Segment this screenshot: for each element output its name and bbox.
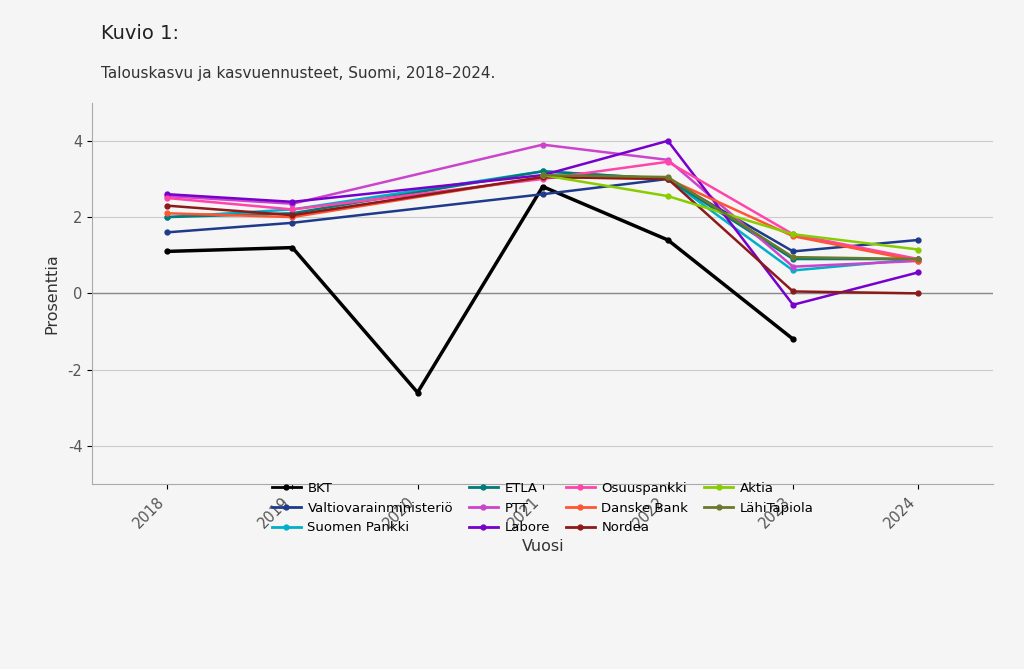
X-axis label: Vuosi: Vuosi bbox=[521, 539, 564, 554]
Legend: BKT, Valtiovarainministeriö, Suomen Pankki, ETLA, PTT, Labore, Osuuspankki, Dans: BKT, Valtiovarainministeriö, Suomen Pank… bbox=[271, 482, 814, 535]
Y-axis label: Prosenttia: Prosenttia bbox=[44, 253, 59, 334]
Text: Kuvio 1:: Kuvio 1: bbox=[101, 24, 179, 43]
Text: Talouskasvu ja kasvuennusteet, Suomi, 2018–2024.: Talouskasvu ja kasvuennusteet, Suomi, 20… bbox=[101, 66, 496, 80]
